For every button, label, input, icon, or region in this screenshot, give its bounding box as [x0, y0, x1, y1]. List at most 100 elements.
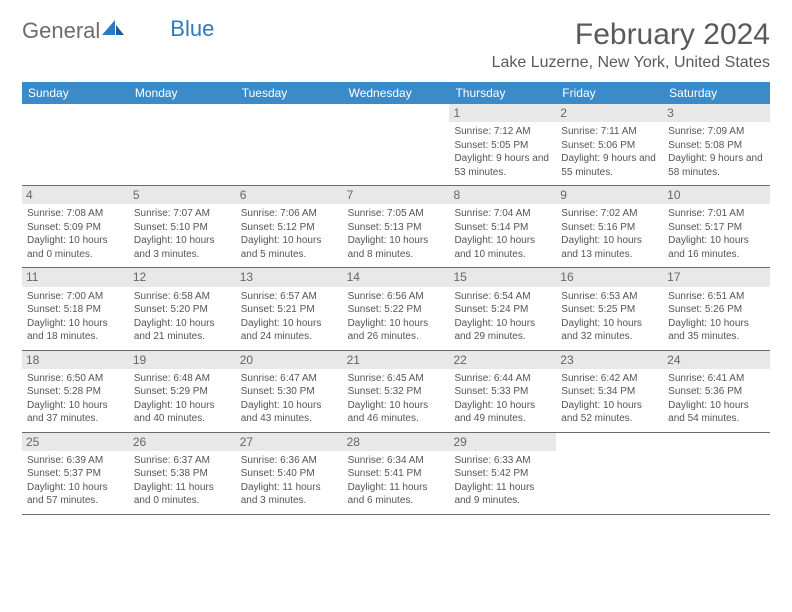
day-number: 23 [556, 351, 663, 369]
sunrise-text: Sunrise: 7:01 AM [668, 207, 765, 221]
day-cell: 10Sunrise: 7:01 AMSunset: 5:17 PMDayligh… [663, 186, 770, 267]
daylight-text: Daylight: 9 hours and 55 minutes. [561, 152, 658, 179]
daylight-text: Daylight: 9 hours and 53 minutes. [454, 152, 551, 179]
day-cell: 18Sunrise: 6:50 AMSunset: 5:28 PMDayligh… [22, 351, 129, 432]
sunrise-text: Sunrise: 6:37 AM [134, 454, 231, 468]
day-cell: 22Sunrise: 6:44 AMSunset: 5:33 PMDayligh… [449, 351, 556, 432]
sunset-text: Sunset: 5:32 PM [348, 385, 445, 399]
daylight-text: Daylight: 11 hours and 6 minutes. [348, 481, 445, 508]
sunset-text: Sunset: 5:08 PM [668, 139, 765, 153]
daylight-text: Daylight: 10 hours and 0 minutes. [27, 234, 124, 261]
daylight-text: Daylight: 10 hours and 54 minutes. [668, 399, 765, 426]
day-number: 15 [449, 268, 556, 286]
logo-text-1: General [22, 18, 100, 44]
daylight-text: Daylight: 10 hours and 13 minutes. [561, 234, 658, 261]
sunrise-text: Sunrise: 7:07 AM [134, 207, 231, 221]
sunrise-text: Sunrise: 6:50 AM [27, 372, 124, 386]
sunset-text: Sunset: 5:18 PM [27, 303, 124, 317]
daylight-text: Daylight: 10 hours and 49 minutes. [454, 399, 551, 426]
day-number: 26 [129, 433, 236, 451]
sunrise-text: Sunrise: 7:08 AM [27, 207, 124, 221]
day-cell: 12Sunrise: 6:58 AMSunset: 5:20 PMDayligh… [129, 268, 236, 349]
sunrise-text: Sunrise: 7:00 AM [27, 290, 124, 304]
logo-sail-icon [102, 18, 124, 44]
daylight-text: Daylight: 10 hours and 26 minutes. [348, 317, 445, 344]
sunrise-text: Sunrise: 6:56 AM [348, 290, 445, 304]
week-row: 4Sunrise: 7:08 AMSunset: 5:09 PMDaylight… [22, 186, 770, 268]
week-row: 25Sunrise: 6:39 AMSunset: 5:37 PMDayligh… [22, 433, 770, 515]
sunset-text: Sunset: 5:28 PM [27, 385, 124, 399]
sunset-text: Sunset: 5:29 PM [134, 385, 231, 399]
sunset-text: Sunset: 5:20 PM [134, 303, 231, 317]
daylight-text: Daylight: 10 hours and 57 minutes. [27, 481, 124, 508]
day-cell: 6Sunrise: 7:06 AMSunset: 5:12 PMDaylight… [236, 186, 343, 267]
day-number: 17 [663, 268, 770, 286]
daylight-text: Daylight: 10 hours and 21 minutes. [134, 317, 231, 344]
weekday-header: Thursday [449, 82, 556, 104]
weekday-header-row: Sunday Monday Tuesday Wednesday Thursday… [22, 82, 770, 104]
day-number: 19 [129, 351, 236, 369]
sunrise-text: Sunrise: 6:34 AM [348, 454, 445, 468]
sunset-text: Sunset: 5:09 PM [27, 221, 124, 235]
day-number: 20 [236, 351, 343, 369]
daylight-text: Daylight: 10 hours and 16 minutes. [668, 234, 765, 261]
day-cell: 4 Sunrise: 7:08 AMSunset: 5:09 PMDaylight… [22, 186, 129, 267]
sunset-text: Sunset: 5:34 PM [561, 385, 658, 399]
sunset-text: Sunset: 5:25 PM [561, 303, 658, 317]
sunset-text: Sunset: 5:12 PM [241, 221, 338, 235]
header: General Blue February 2024 Lake Luzerne,… [22, 18, 770, 72]
weekday-header: Friday [556, 82, 663, 104]
day-cell: 16Sunrise: 6:53 AMSunset: 5:25 PMDayligh… [556, 268, 663, 349]
daylight-text: Daylight: 10 hours and 3 minutes. [134, 234, 231, 261]
daylight-text: Daylight: 10 hours and 10 minutes. [454, 234, 551, 261]
sunset-text: Sunset: 5:06 PM [561, 139, 658, 153]
day-cell: 28Sunrise: 6:34 AMSunset: 5:41 PMDayligh… [343, 433, 450, 514]
week-row: ....1Sunrise: 7:12 AMSunset: 5:05 PMDayl… [22, 104, 770, 186]
day-cell: 1Sunrise: 7:12 AMSunset: 5:05 PMDaylight… [449, 104, 556, 185]
daylight-text: Daylight: 10 hours and 37 minutes. [27, 399, 124, 426]
day-number: 9 [556, 186, 663, 204]
day-number: 8 [449, 186, 556, 204]
sunset-text: Sunset: 5:26 PM [668, 303, 765, 317]
sunrise-text: Sunrise: 6:39 AM [27, 454, 124, 468]
sunrise-text: Sunrise: 6:51 AM [668, 290, 765, 304]
day-number: 21 [343, 351, 450, 369]
daylight-text: Daylight: 10 hours and 46 minutes. [348, 399, 445, 426]
sunrise-text: Sunrise: 6:36 AM [241, 454, 338, 468]
daylight-text: Daylight: 11 hours and 9 minutes. [454, 481, 551, 508]
day-cell: 29Sunrise: 6:33 AMSunset: 5:42 PMDayligh… [449, 433, 556, 514]
day-cell: . [663, 433, 770, 514]
month-title: February 2024 [492, 18, 770, 52]
day-cell: . [556, 433, 663, 514]
day-cell: 5Sunrise: 7:07 AMSunset: 5:10 PMDaylight… [129, 186, 236, 267]
sunrise-text: Sunrise: 7:06 AM [241, 207, 338, 221]
day-cell: . [236, 104, 343, 185]
sunrise-text: Sunrise: 6:42 AM [561, 372, 658, 386]
sunrise-text: Sunrise: 7:05 AM [348, 207, 445, 221]
day-cell: 9Sunrise: 7:02 AMSunset: 5:16 PMDaylight… [556, 186, 663, 267]
sunrise-text: Sunrise: 6:53 AM [561, 290, 658, 304]
week-row: 18Sunrise: 6:50 AMSunset: 5:28 PMDayligh… [22, 351, 770, 433]
day-cell: . [22, 104, 129, 185]
day-number: 7 [343, 186, 450, 204]
day-cell: . [129, 104, 236, 185]
day-number: 4 [22, 186, 129, 204]
day-cell: 8Sunrise: 7:04 AMSunset: 5:14 PMDaylight… [449, 186, 556, 267]
sunrise-text: Sunrise: 7:12 AM [454, 125, 551, 139]
day-number: 1 [449, 104, 556, 122]
day-cell: 26Sunrise: 6:37 AMSunset: 5:38 PMDayligh… [129, 433, 236, 514]
title-block: February 2024 Lake Luzerne, New York, Un… [492, 18, 770, 72]
daylight-text: Daylight: 10 hours and 24 minutes. [241, 317, 338, 344]
sunset-text: Sunset: 5:36 PM [668, 385, 765, 399]
day-cell: 15Sunrise: 6:54 AMSunset: 5:24 PMDayligh… [449, 268, 556, 349]
sunset-text: Sunset: 5:21 PM [241, 303, 338, 317]
day-cell: 11Sunrise: 7:00 AMSunset: 5:18 PMDayligh… [22, 268, 129, 349]
sunrise-text: Sunrise: 7:04 AM [454, 207, 551, 221]
daylight-text: Daylight: 10 hours and 35 minutes. [668, 317, 765, 344]
daylight-text: Daylight: 10 hours and 43 minutes. [241, 399, 338, 426]
day-cell: 23Sunrise: 6:42 AMSunset: 5:34 PMDayligh… [556, 351, 663, 432]
day-number: 14 [343, 268, 450, 286]
sunset-text: Sunset: 5:40 PM [241, 467, 338, 481]
sunrise-text: Sunrise: 6:44 AM [454, 372, 551, 386]
day-number: 25 [22, 433, 129, 451]
